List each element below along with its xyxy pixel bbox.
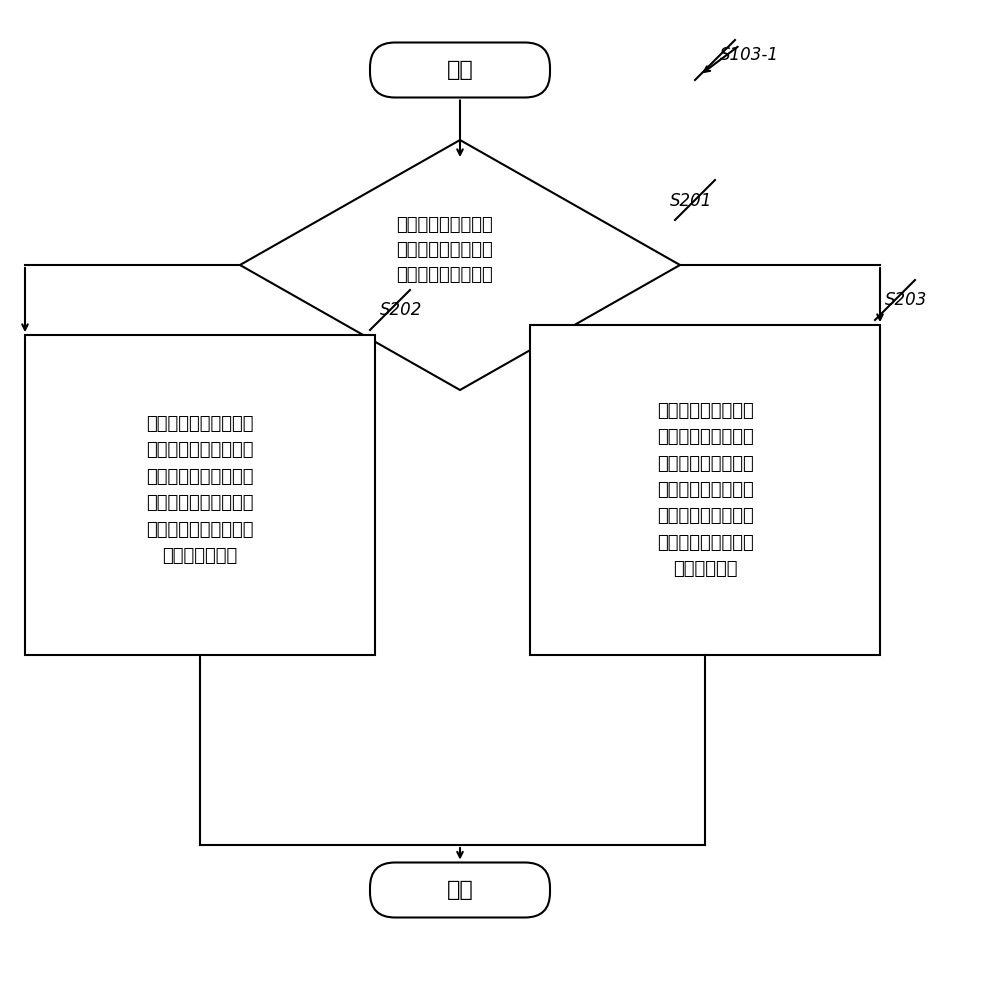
FancyBboxPatch shape	[530, 325, 880, 655]
Text: 结束: 结束	[447, 880, 473, 900]
Text: S201: S201	[670, 192, 712, 210]
Text: 若否，根据预估的一第
四预设时长内的一第二
参与次数确定当前的中
奖概率，其中，所述第
四预设时长小于等于所
述第二预设时长: 若否，根据预估的一第 四预设时长内的一第二 参与次数确定当前的中 奖概率，其中，…	[146, 415, 253, 565]
Text: 判断当前时间距离抽
奖开始的时长是否超
过所述第二预设时长: 判断当前时间距离抽 奖开始的时长是否超 过所述第二预设时长	[397, 216, 493, 284]
Polygon shape	[240, 140, 680, 390]
FancyBboxPatch shape	[370, 42, 550, 98]
Text: 开始: 开始	[447, 60, 473, 80]
Text: S203: S203	[885, 291, 927, 309]
Text: 若是，根据抽奖开始
后的一第三预设时长
内的一第一参与次数
确定当前的中奖概率
，其中，所述第三预
设时长小于等于所述
第二预设时长: 若是，根据抽奖开始 后的一第三预设时长 内的一第一参与次数 确定当前的中奖概率 …	[657, 402, 753, 578]
FancyBboxPatch shape	[370, 862, 550, 918]
Text: S103-1: S103-1	[720, 46, 779, 64]
Text: S202: S202	[380, 301, 422, 319]
FancyBboxPatch shape	[25, 335, 375, 655]
